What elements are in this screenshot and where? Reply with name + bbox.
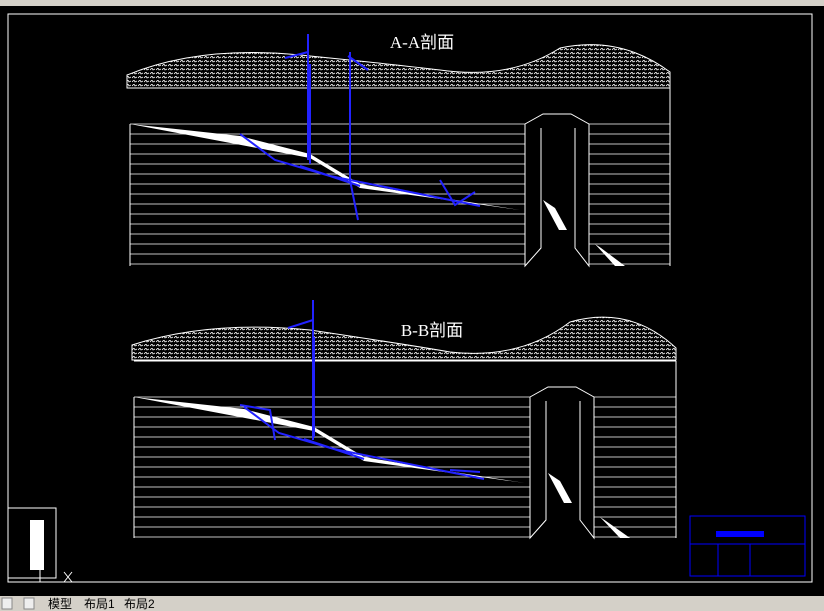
section-title: A-A剖面: [390, 33, 454, 52]
legend-table: [7, 507, 57, 579]
drawing-frame: [7, 13, 813, 583]
seam: [130, 124, 520, 210]
tab-bar: [0, 596, 824, 611]
title-block: [689, 515, 806, 577]
section-a: A-A剖面: [126, 33, 671, 268]
section-b: B-B剖面: [131, 300, 677, 540]
tab-nav[interactable]: [1, 597, 35, 610]
section-title: B-B剖面: [401, 321, 463, 340]
drill-holes: [284, 34, 476, 221]
terrain: [126, 44, 671, 89]
seam: [548, 473, 630, 538]
shaft: [529, 386, 595, 540]
terrain: [131, 316, 677, 361]
drill-holes: [239, 300, 481, 473]
toolbar-strip: [0, 0, 824, 6]
seam: [134, 397, 525, 483]
shaft: [524, 113, 590, 268]
ucs-icon: [39, 565, 73, 583]
tab-layout[interactable]: 布局1: [84, 597, 115, 611]
tab-layout[interactable]: 布局2: [124, 597, 155, 611]
seam: [543, 200, 625, 266]
tab-model[interactable]: 模型: [48, 597, 72, 611]
